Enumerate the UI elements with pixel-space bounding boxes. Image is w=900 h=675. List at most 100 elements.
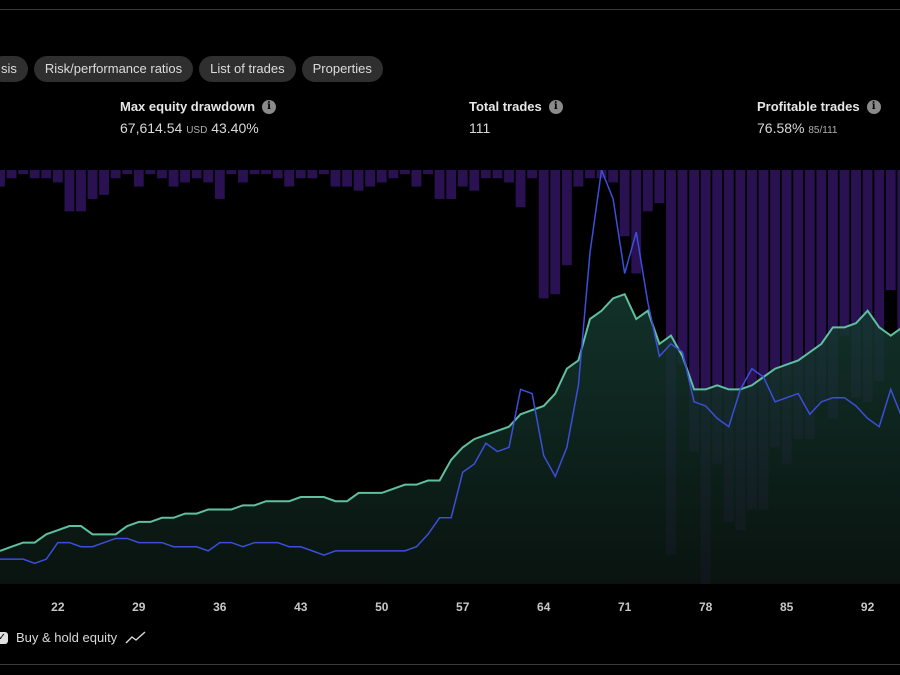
- drawdown-bar: [550, 170, 561, 295]
- equity-area: [0, 292, 900, 584]
- drawdown-bar: [851, 170, 861, 398]
- drawdown-bar: [689, 170, 700, 452]
- drawdown-bar: [457, 170, 468, 187]
- x-tick-label: 85: [780, 600, 794, 614]
- drawdown-bar: [700, 170, 711, 584]
- drawdown-bar: [827, 170, 838, 419]
- x-tick-label: 64: [537, 600, 551, 614]
- x-tick-label: 43: [294, 600, 308, 614]
- drawdown-bar: [52, 170, 63, 183]
- drawdown-bar: [249, 170, 260, 175]
- drawdown-bar: [712, 170, 723, 464]
- drawdown-bar: [885, 170, 896, 291]
- metric-total-trades: Total trades i 111: [469, 99, 563, 136]
- drawdown-bar: [446, 170, 457, 199]
- equity-area-fill: [0, 294, 900, 584]
- equity-line: [0, 292, 900, 552]
- drawdown-bar: [307, 170, 318, 179]
- drawdown-bar: [399, 170, 410, 175]
- drawdown-bar: [585, 170, 595, 179]
- drawdown-bar: [41, 170, 52, 179]
- drawdown-bar: [723, 170, 734, 522]
- drawdown-bar: [897, 170, 900, 336]
- drawdown-bar: [608, 170, 619, 183]
- drawdown-bar: [87, 170, 98, 199]
- drawdown-bar: [538, 170, 549, 299]
- drawdown-bar: [480, 170, 491, 179]
- drawdown-bar: [862, 170, 873, 402]
- drawdown-bar: [677, 170, 688, 365]
- legend-label: Buy & hold equity: [16, 630, 118, 645]
- metric-max-drawdown: Max equity drawdown i 67,614.54 USD 43.4…: [120, 99, 277, 136]
- x-axis-ticks: 22 29 36 43 50 57 64 71 78 85 92: [51, 600, 874, 614]
- drawdown-bar: [515, 170, 526, 208]
- metric-unit: USD: [186, 125, 208, 136]
- drawdown-bar: [561, 170, 572, 266]
- drawdown-bar: [18, 170, 29, 175]
- drawdown-bar: [261, 170, 271, 175]
- info-icon[interactable]: i: [548, 99, 563, 114]
- drawdown-bar: [99, 170, 110, 195]
- buy-hold-line: [0, 170, 900, 565]
- drawdown-bar: [654, 170, 665, 204]
- tab-properties[interactable]: Properties: [301, 56, 383, 82]
- drawdown-bar: [295, 170, 306, 179]
- drawdown-bar: [793, 170, 804, 440]
- report-tabs: sis Risk/performance ratios List of trad…: [0, 56, 383, 82]
- drawdown-bar: [365, 170, 376, 187]
- tab-analysis[interactable]: sis: [0, 56, 28, 82]
- drawdown-bar: [272, 170, 283, 179]
- drawdown-bar: [469, 170, 480, 191]
- bottom-divider: [0, 664, 900, 665]
- drawdown-bar: [434, 170, 445, 199]
- drawdown-bar: [770, 170, 780, 448]
- drawdown-bar: [133, 170, 144, 187]
- x-tick-label: 57: [456, 600, 470, 614]
- checkbox-icon[interactable]: ✓: [0, 631, 8, 644]
- drawdown-bar: [330, 170, 341, 187]
- x-tick-label: 29: [132, 600, 146, 614]
- drawdown-bar: [804, 170, 815, 440]
- drawdown-bar: [388, 170, 399, 179]
- drawdown-bar: [631, 170, 642, 274]
- metric-percent: 43.40%: [211, 120, 259, 136]
- info-icon[interactable]: i: [866, 99, 881, 114]
- metric-sub: 85/111: [808, 125, 838, 136]
- metric-profitable-trades: Profitable trades i 76.58% 85/111: [757, 99, 881, 136]
- drawdown-bar: [411, 170, 422, 187]
- drawdown-bar: [145, 170, 156, 175]
- performance-chart: 22 29 36 43 50 57 64 71 78 85 92: [0, 170, 900, 614]
- drawdown-bar: [342, 170, 352, 187]
- tab-risk-performance-ratios[interactable]: Risk/performance ratios: [33, 56, 194, 82]
- x-tick-label: 92: [861, 600, 875, 614]
- drawdown-bar: [423, 170, 433, 175]
- drawdown-bar: [226, 170, 237, 175]
- drawdown-bar: [64, 170, 75, 212]
- drawdown-bar: [214, 170, 225, 199]
- drawdown-bar: [180, 170, 191, 183]
- top-divider: [0, 9, 900, 10]
- x-tick-label: 71: [618, 600, 632, 614]
- metric-value: 67,614.54: [120, 120, 183, 136]
- drawdown-bar: [110, 170, 121, 179]
- info-icon[interactable]: i: [262, 99, 277, 114]
- metric-value: 111: [469, 120, 491, 136]
- drawdown-bar: [191, 170, 202, 179]
- drawdown-bar: [376, 170, 387, 183]
- drawdown-bar: [504, 170, 514, 183]
- drawdown-bar: [619, 170, 630, 237]
- drawdown-bar: [122, 170, 133, 175]
- drawdown-bar: [203, 170, 214, 183]
- drawdown-bar: [238, 170, 248, 183]
- drawdown-bar: [781, 170, 792, 464]
- tab-list-of-trades[interactable]: List of trades: [199, 56, 296, 82]
- drawdown-bar: [0, 170, 5, 187]
- drawdown-bar: [758, 170, 769, 510]
- drawdown-bar: [642, 170, 653, 212]
- metric-value: 76.58%: [757, 120, 805, 136]
- drawdown-bar: [527, 170, 538, 179]
- x-tick-label: 50: [375, 600, 389, 614]
- legend: ✓ Buy & hold equity: [0, 630, 147, 645]
- drawdown-bar: [353, 170, 364, 191]
- drawdown-bar: [747, 170, 757, 510]
